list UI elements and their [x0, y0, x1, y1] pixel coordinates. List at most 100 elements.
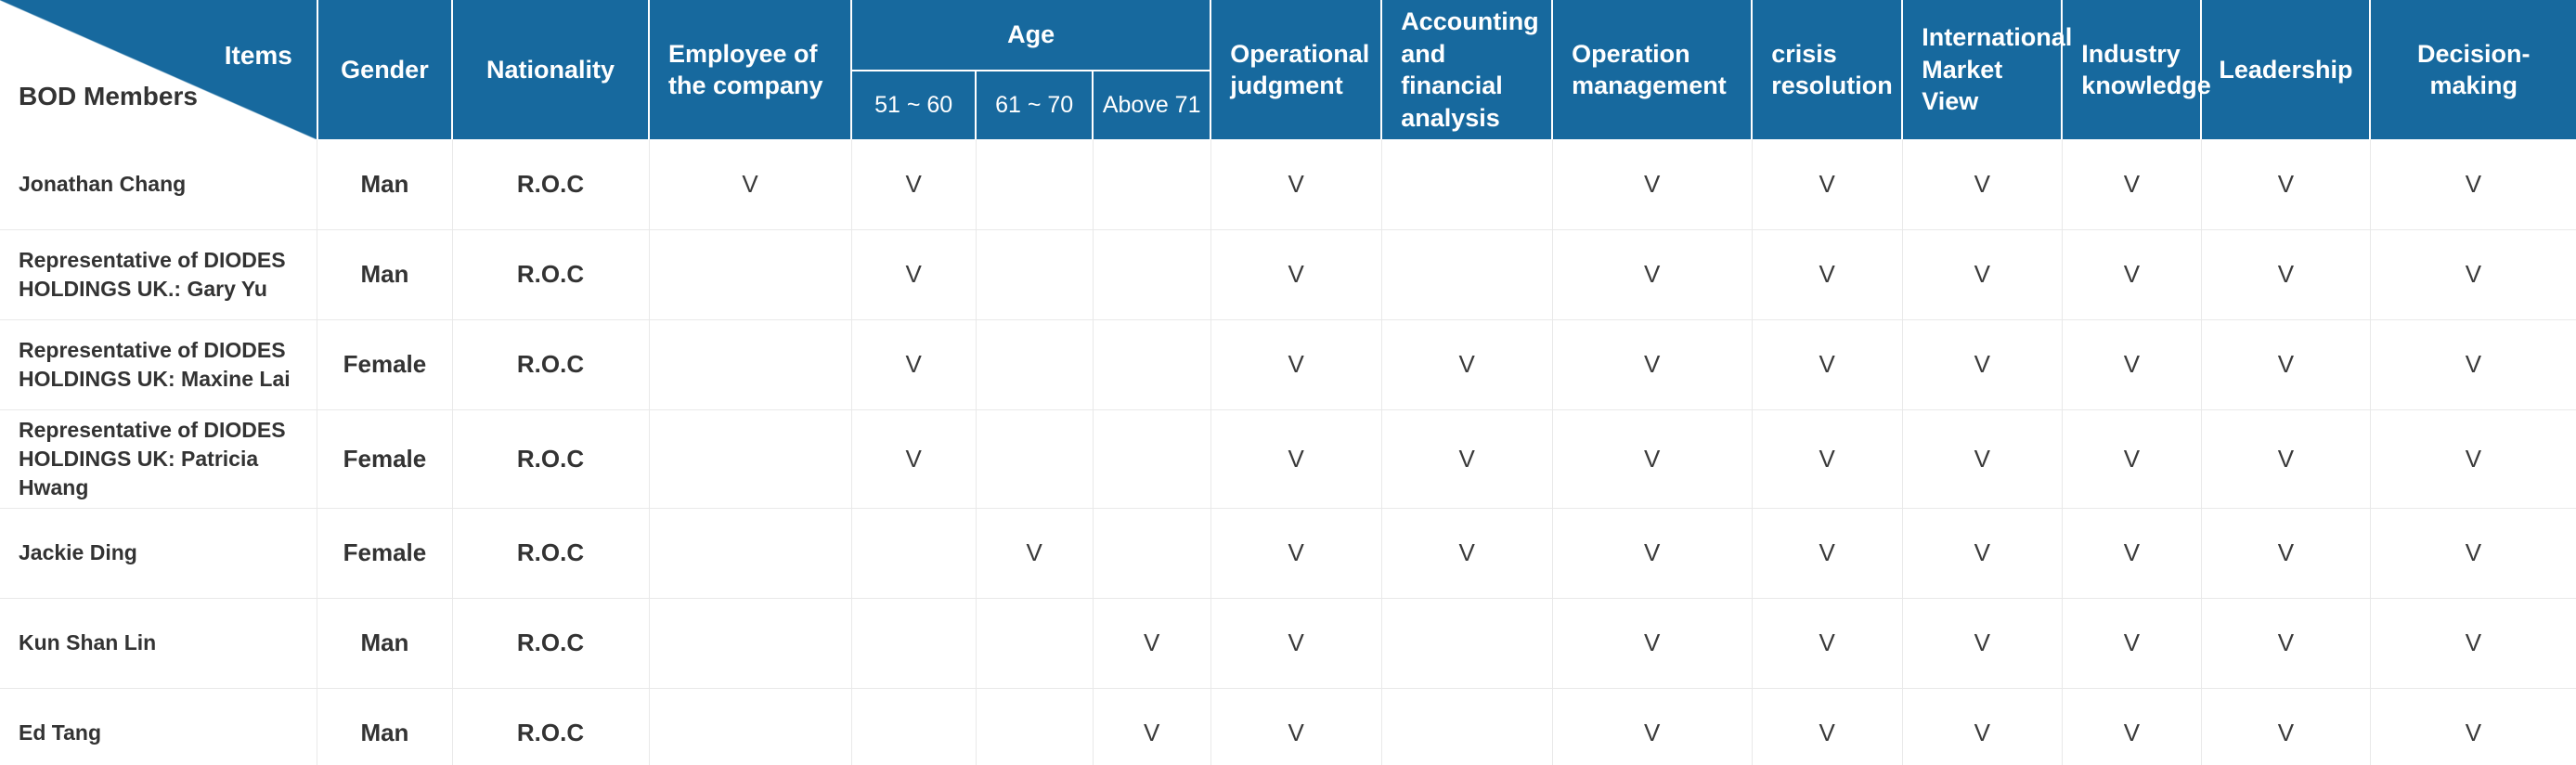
table-row: Representative of DIODES HOLDINGS UK: Pa…	[0, 409, 2576, 509]
check-mark-cell-industry_knowledge: V	[2062, 688, 2202, 765]
check-mark-cell-accounting: V	[1381, 319, 1553, 410]
gender-value: Female	[317, 409, 453, 509]
check-mark-cell-crisis_resolution: V	[1752, 229, 1903, 320]
check-mark-cell-decision_making: V	[2370, 508, 2576, 599]
check-mark-cell-operational_judgment: V	[1210, 598, 1382, 689]
check-mark-cell-employee: V	[649, 139, 852, 230]
check-mark-cell-leadership: V	[2201, 508, 2371, 599]
corner-cell: Items BOD Members	[0, 0, 318, 140]
empty-cell-employee	[649, 409, 852, 509]
check-mark-cell-operation_management: V	[1552, 229, 1753, 320]
member-name: Ed Tang	[0, 688, 318, 765]
empty-cell-employee	[649, 598, 852, 689]
col-header-employee: Employee of the company	[649, 0, 853, 140]
member-name: Jonathan Chang	[0, 139, 318, 230]
check-mark-cell-international_market_view: V	[1902, 319, 2063, 410]
check-mark-cell-operation_management: V	[1552, 409, 1753, 509]
nationality-value: R.O.C	[452, 139, 650, 230]
check-mark-cell-crisis_resolution: V	[1752, 508, 1903, 599]
col-header-age-61-70: 61 ~ 70	[976, 70, 1094, 140]
empty-cell-age_61_70	[976, 139, 1094, 230]
table-header: Items BOD Members Gender Nationality Emp…	[0, 0, 2576, 140]
check-mark-cell-leadership: V	[2201, 229, 2371, 320]
check-mark-cell-decision_making: V	[2370, 688, 2576, 765]
empty-cell-employee	[649, 319, 852, 410]
check-mark-cell-age_above_71: V	[1093, 688, 1211, 765]
member-name: Kun Shan Lin	[0, 598, 318, 689]
check-mark-cell-decision_making: V	[2370, 139, 2576, 230]
empty-cell-age_61_70	[976, 409, 1094, 509]
check-mark-cell-operational_judgment: V	[1210, 508, 1382, 599]
check-mark-cell-operation_management: V	[1552, 688, 1753, 765]
empty-cell-accounting	[1381, 598, 1553, 689]
check-mark-cell-leadership: V	[2201, 598, 2371, 689]
check-mark-cell-industry_knowledge: V	[2062, 598, 2202, 689]
col-header-crisis-resolution: crisis resolution	[1752, 0, 1904, 140]
member-name: Representative of DIODES HOLDINGS UK: Pa…	[0, 409, 318, 509]
gender-value: Female	[317, 319, 453, 410]
check-mark-cell-international_market_view: V	[1902, 508, 2063, 599]
empty-cell-employee	[649, 229, 852, 320]
empty-cell-age_above_71	[1093, 139, 1211, 230]
check-mark-cell-industry_knowledge: V	[2062, 409, 2202, 509]
check-mark-cell-operational_judgment: V	[1210, 319, 1382, 410]
empty-cell-accounting	[1381, 229, 1553, 320]
col-header-international-market-view: International Market View	[1902, 0, 2072, 140]
nationality-value: R.O.C	[452, 508, 650, 599]
member-name: Jackie Ding	[0, 508, 318, 599]
check-mark-cell-operational_judgment: V	[1210, 409, 1382, 509]
col-header-industry-knowledge: Industry knowledge	[2062, 0, 2211, 140]
check-mark-cell-age_51_60: V	[851, 409, 977, 509]
check-mark-cell-leadership: V	[2201, 409, 2371, 509]
col-header-age-51-60: 51 ~ 60	[851, 70, 977, 140]
check-mark-cell-decision_making: V	[2370, 229, 2576, 320]
empty-cell-age_51_60	[851, 508, 977, 599]
check-mark-cell-operational_judgment: V	[1210, 688, 1382, 765]
empty-cell-age_above_71	[1093, 508, 1211, 599]
col-header-operation-management: Operation management	[1552, 0, 1754, 140]
empty-cell-age_51_60	[851, 598, 977, 689]
check-mark-cell-accounting: V	[1381, 508, 1553, 599]
member-name: Representative of DIODES HOLDINGS UK: Ma…	[0, 319, 318, 410]
check-mark-cell-international_market_view: V	[1902, 229, 2063, 320]
nationality-value: R.O.C	[452, 229, 650, 320]
check-mark-cell-industry_knowledge: V	[2062, 319, 2202, 410]
check-mark-cell-leadership: V	[2201, 319, 2371, 410]
col-header-gender: Gender	[317, 0, 454, 140]
gender-value: Man	[317, 688, 453, 765]
check-mark-cell-industry_knowledge: V	[2062, 139, 2202, 230]
check-mark-cell-operational_judgment: V	[1210, 229, 1382, 320]
corner-items-label: Items	[224, 41, 292, 70]
gender-value: Man	[317, 598, 453, 689]
nationality-value: R.O.C	[452, 409, 650, 509]
check-mark-cell-operation_management: V	[1552, 598, 1753, 689]
empty-cell-accounting	[1381, 688, 1553, 765]
check-mark-cell-crisis_resolution: V	[1752, 139, 1903, 230]
corner-bod-members-label: BOD Members	[19, 82, 198, 111]
gender-value: Man	[317, 139, 453, 230]
empty-cell-age_above_71	[1093, 229, 1211, 320]
check-mark-cell-international_market_view: V	[1902, 139, 2063, 230]
col-header-age-group: Age	[851, 0, 1212, 71]
check-mark-cell-industry_knowledge: V	[2062, 229, 2202, 320]
empty-cell-age_61_70	[976, 598, 1094, 689]
check-mark-cell-crisis_resolution: V	[1752, 688, 1903, 765]
check-mark-cell-age_61_70: V	[976, 508, 1094, 599]
check-mark-cell-international_market_view: V	[1902, 688, 2063, 765]
empty-cell-accounting	[1381, 139, 1553, 230]
col-header-decision-making: Decision-making	[2370, 0, 2576, 140]
check-mark-cell-crisis_resolution: V	[1752, 409, 1903, 509]
check-mark-cell-decision_making: V	[2370, 598, 2576, 689]
col-header-nationality: Nationality	[452, 0, 650, 140]
check-mark-cell-operation_management: V	[1552, 508, 1753, 599]
check-mark-cell-industry_knowledge: V	[2062, 508, 2202, 599]
check-mark-cell-age_51_60: V	[851, 229, 977, 320]
check-mark-cell-age_above_71: V	[1093, 598, 1211, 689]
empty-cell-age_51_60	[851, 688, 977, 765]
check-mark-cell-operational_judgment: V	[1210, 139, 1382, 230]
